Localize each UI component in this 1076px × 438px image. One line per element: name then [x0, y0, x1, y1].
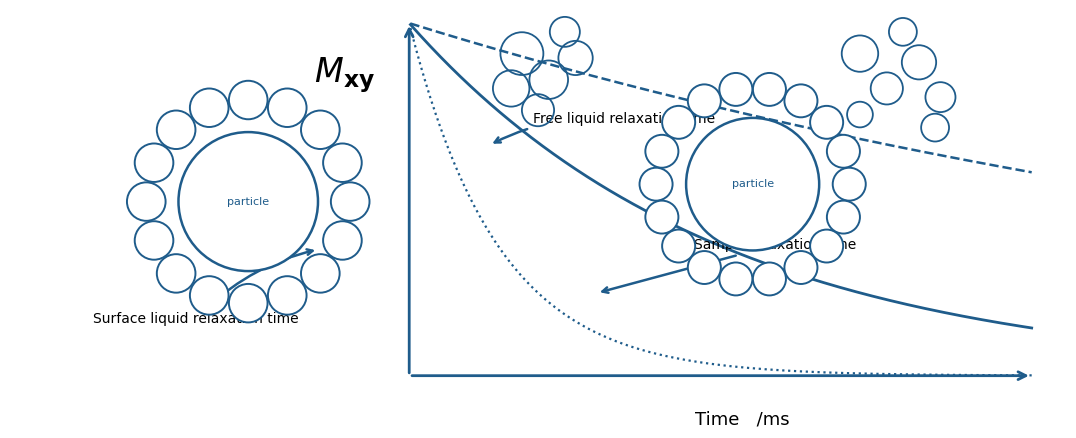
Ellipse shape — [229, 81, 268, 119]
Ellipse shape — [720, 262, 752, 295]
Ellipse shape — [810, 230, 844, 262]
Ellipse shape — [330, 182, 369, 221]
Text: particle: particle — [227, 197, 269, 207]
Text: Sample relaxation time: Sample relaxation time — [603, 238, 855, 293]
Text: Free liquid relaxation time: Free liquid relaxation time — [495, 112, 714, 142]
Text: Time   /ms: Time /ms — [695, 410, 789, 428]
Ellipse shape — [134, 144, 173, 182]
Ellipse shape — [134, 221, 173, 260]
Text: particle: particle — [732, 179, 774, 189]
Ellipse shape — [688, 251, 721, 284]
Ellipse shape — [826, 201, 860, 233]
Ellipse shape — [753, 73, 785, 106]
Ellipse shape — [229, 284, 268, 322]
Ellipse shape — [784, 251, 818, 284]
Ellipse shape — [646, 201, 678, 233]
Ellipse shape — [179, 132, 318, 271]
Ellipse shape — [753, 262, 785, 295]
Ellipse shape — [323, 144, 362, 182]
Ellipse shape — [833, 168, 866, 201]
Ellipse shape — [688, 85, 721, 117]
Text: $\mathbf{\mathit{M}}_{\mathbf{xy}}$: $\mathbf{\mathit{M}}_{\mathbf{xy}}$ — [314, 56, 376, 95]
Ellipse shape — [268, 276, 307, 314]
Ellipse shape — [301, 110, 340, 149]
Ellipse shape — [662, 230, 695, 262]
Ellipse shape — [686, 118, 819, 251]
Ellipse shape — [639, 168, 672, 201]
Ellipse shape — [157, 110, 196, 149]
Ellipse shape — [720, 73, 752, 106]
Ellipse shape — [810, 106, 844, 139]
Ellipse shape — [157, 254, 196, 293]
Ellipse shape — [323, 221, 362, 260]
Ellipse shape — [826, 135, 860, 168]
Ellipse shape — [784, 85, 818, 117]
Ellipse shape — [127, 182, 166, 221]
Ellipse shape — [301, 254, 340, 293]
Text: Surface liquid relaxation time: Surface liquid relaxation time — [93, 249, 312, 326]
Ellipse shape — [189, 88, 228, 127]
Ellipse shape — [268, 88, 307, 127]
Ellipse shape — [662, 106, 695, 139]
Ellipse shape — [189, 276, 228, 314]
Ellipse shape — [646, 135, 678, 168]
